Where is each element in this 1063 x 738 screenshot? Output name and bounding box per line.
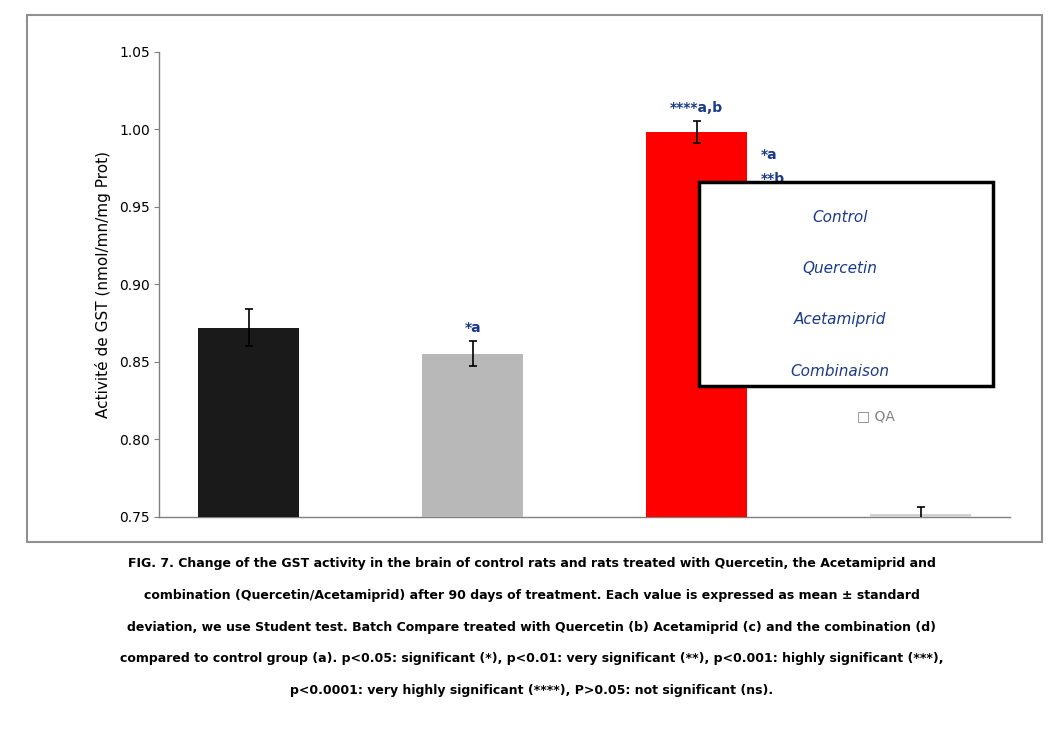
Text: *a: *a [465,321,480,335]
FancyBboxPatch shape [699,182,993,387]
Bar [198,328,299,738]
Text: p<0.0001: very highly significant (****), P>0.05: not significant (ns).: p<0.0001: very highly significant (****)… [290,684,773,697]
Text: *a: *a [760,148,777,162]
Text: ****a,b: ****a,b [670,101,723,115]
Bar [422,354,523,738]
Bar [871,514,972,738]
Text: Control: Control [812,210,868,225]
Y-axis label: Activité de GST (nmol/mn/mg Prot): Activité de GST (nmol/mn/mg Prot) [95,151,111,418]
Text: Combinaison: Combinaison [791,364,890,379]
Text: compared to control group (a). p<0.05: significant (*), p<0.01: very significant: compared to control group (a). p<0.05: s… [120,652,943,666]
Text: ****c: ****c [760,198,797,212]
Bar [646,132,747,738]
Text: Acetamiprid: Acetamiprid [794,312,887,328]
Text: deviation, we use Student test. Batch Compare treated with Quercetin (b) Acetami: deviation, we use Student test. Batch Co… [126,621,937,634]
Text: combination (Quercetin/Acetamiprid) after 90 days of treatment. Each value is ex: combination (Quercetin/Acetamiprid) afte… [144,589,919,602]
Text: Quercetin: Quercetin [803,261,878,276]
Text: □ QA: □ QA [857,410,894,424]
Text: **b: **b [760,172,784,186]
Text: FIG. 7. Change of the GST activity in the brain of control rats and rats treated: FIG. 7. Change of the GST activity in th… [128,557,935,570]
